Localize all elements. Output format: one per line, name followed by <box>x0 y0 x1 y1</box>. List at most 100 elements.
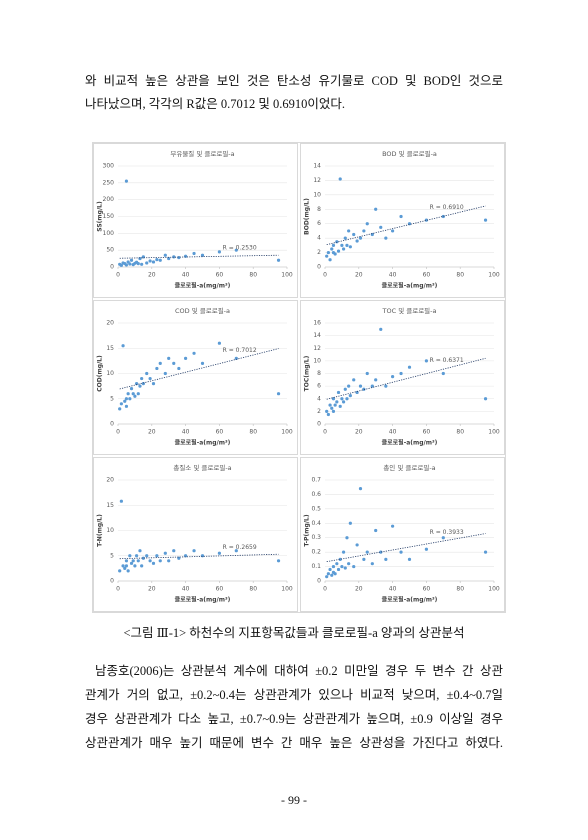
x-tick-label: 0 <box>116 586 120 593</box>
data-point <box>172 361 176 365</box>
data-point <box>123 399 127 403</box>
data-point <box>126 569 130 573</box>
data-point <box>343 387 347 391</box>
x-tick-label: 100 <box>281 272 293 279</box>
data-point <box>328 403 332 407</box>
data-point <box>177 366 181 371</box>
data-point <box>136 392 140 396</box>
chart-panel: 총인 및 클로로필-a 0 0.1 0.2 0.3 0.4 0.5 0.6 0.7 0 20 40 60… <box>300 457 505 612</box>
data-point <box>124 263 129 267</box>
chart-panel: 부유물질 및 클로로필-a 0 50 100 150 200 250 300 0 20 40 60 80… <box>93 143 298 298</box>
data-point <box>133 394 137 398</box>
x-tick-label: 0 <box>116 272 120 279</box>
chart-panel: TOC 및 클로로필-a 0 2 4 6 8 10 12 14 16 0 20 40 60 80 100 클로로… <box>300 300 505 455</box>
x-tick-label: 80 <box>249 586 257 593</box>
data-point <box>177 556 181 560</box>
data-point <box>217 341 221 345</box>
y-tick-label: 10 <box>313 191 321 198</box>
data-point <box>167 559 171 563</box>
data-point <box>192 251 196 256</box>
y-tick-label: 0 <box>110 264 114 271</box>
data-point <box>328 567 332 572</box>
data-point <box>151 561 156 565</box>
data-point <box>355 390 359 395</box>
data-point <box>326 572 330 576</box>
data-point <box>148 259 152 263</box>
x-tick-label: 20 <box>148 586 156 593</box>
data-point <box>145 371 149 376</box>
x-tick-label: 80 <box>249 429 257 436</box>
data-point <box>129 258 134 262</box>
x-tick-label: 80 <box>456 272 464 279</box>
data-point <box>325 409 329 413</box>
data-point <box>384 384 388 388</box>
data-point <box>355 239 359 243</box>
y-axis-label: T-P(mg/L) <box>304 514 311 546</box>
y-tick-label: 0 <box>110 578 114 585</box>
data-point <box>336 390 341 395</box>
data-point <box>348 393 352 398</box>
chart-title: 부유물질 및 클로로필-a <box>170 150 234 158</box>
data-point <box>347 229 351 233</box>
data-point <box>340 397 344 401</box>
data-point <box>399 371 403 376</box>
y-tick-label: 15 <box>106 345 114 352</box>
data-point <box>424 547 428 551</box>
x-axis-label: 클로로필-a(mg/m³) <box>175 439 231 447</box>
chart-panel: COD 및 클로로필-a 0 5 10 15 20 0 20 40 60 80 100 클로로필-a(m… <box>93 300 298 455</box>
chart-title: BOD 및 클로로필-a <box>382 150 437 158</box>
y-tick-label: 10 <box>106 527 114 534</box>
data-point <box>345 397 349 401</box>
data-point <box>131 392 135 396</box>
chart-title: COD 및 클로로필-a <box>175 307 230 315</box>
r-annotation: R = 0.6910 <box>430 204 464 211</box>
data-point <box>200 253 205 257</box>
x-axis-label: 클로로필-a(mg/m³) <box>382 439 438 447</box>
x-tick-label: 0 <box>323 272 327 279</box>
data-point <box>483 397 488 401</box>
y-tick-label: 12 <box>313 345 321 352</box>
data-point <box>148 559 152 563</box>
x-tick-label: 40 <box>389 429 397 436</box>
x-tick-label: 100 <box>488 272 500 279</box>
y-tick-label: 12 <box>313 177 321 184</box>
x-tick-label: 40 <box>389 586 397 593</box>
data-point <box>118 569 122 573</box>
data-point <box>128 554 132 558</box>
data-point <box>124 564 129 568</box>
x-tick-label: 0 <box>323 586 327 593</box>
data-point <box>141 556 145 560</box>
r-annotation: R = 0.2530 <box>223 244 257 251</box>
x-tick-label: 100 <box>488 429 500 436</box>
data-point <box>126 392 130 396</box>
text-line: 와 비교적 높은 상관을 보인 것은 탄소성 유기물로 COD 및 BOD인 것… <box>85 74 503 88</box>
data-point <box>358 236 363 240</box>
y-tick-label: 14 <box>313 163 321 170</box>
y-tick-label: 8 <box>317 206 321 213</box>
x-tick-label: 60 <box>216 586 224 593</box>
data-point <box>134 554 139 558</box>
data-point <box>119 263 123 267</box>
data-point <box>341 400 346 404</box>
data-point <box>374 207 378 211</box>
x-axis-label: 클로로필-a(mg/m³) <box>175 596 231 604</box>
y-tick-label: 10 <box>106 370 114 377</box>
data-point <box>362 557 366 561</box>
y-tick-label: 0.1 <box>311 563 321 570</box>
x-tick-label: 40 <box>182 586 190 593</box>
y-tick-label: 8 <box>317 370 321 377</box>
data-point <box>399 214 403 219</box>
data-point <box>348 521 352 525</box>
chart-panel: BOD 및 클로로필-a 0 2 4 6 8 10 12 14 0 20 40 60 80 100 클로로필-… <box>300 143 505 298</box>
panel-frame <box>300 143 505 298</box>
y-tick-label: 200 <box>103 196 115 203</box>
x-tick-label: 80 <box>249 272 257 279</box>
data-point <box>335 400 339 404</box>
y-tick-label: 5 <box>110 395 114 402</box>
y-tick-label: 0.5 <box>311 505 321 512</box>
data-point <box>331 409 336 413</box>
data-point <box>343 236 347 240</box>
y-tick-label: 150 <box>103 213 115 220</box>
